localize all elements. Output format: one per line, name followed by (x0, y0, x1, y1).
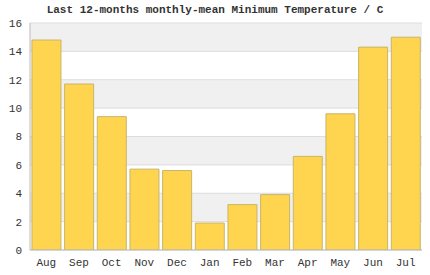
svg-text:0: 0 (15, 245, 22, 257)
svg-text:Mar: Mar (265, 257, 285, 269)
svg-text:16: 16 (9, 18, 22, 30)
svg-text:2: 2 (15, 217, 22, 229)
html-text:Last 12-months monthly-mean Mi: Last 12-months monthly-mean Minimum Temp… (46, 4, 384, 16)
svg-text:Jul: Jul (396, 257, 416, 269)
svg-text:Jun: Jun (363, 257, 383, 269)
svg-text:Feb: Feb (232, 257, 252, 269)
svg-text:6: 6 (15, 160, 22, 172)
svg-text:Nov: Nov (134, 257, 154, 269)
svg-text:Aug: Aug (36, 257, 56, 269)
svg-text:8: 8 (15, 131, 22, 143)
svg-text:Apr: Apr (298, 257, 318, 269)
svg-text:Jan: Jan (200, 257, 220, 269)
svg-text:Sep: Sep (69, 257, 89, 269)
svg-text:May: May (330, 257, 350, 269)
svg-text:14: 14 (9, 46, 23, 58)
svg-text:Dec: Dec (167, 257, 187, 269)
svg-text:Oct: Oct (102, 257, 122, 269)
svg-text:12: 12 (9, 75, 22, 87)
svg-text:10: 10 (9, 103, 22, 115)
svg-text:4: 4 (15, 188, 22, 200)
